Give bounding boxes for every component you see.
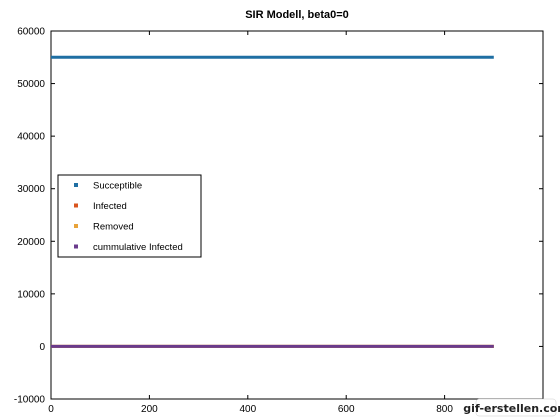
y-tick-label: 0 bbox=[39, 342, 45, 353]
y-tick-label: 10000 bbox=[17, 289, 45, 300]
y-tick-label: 60000 bbox=[17, 27, 45, 38]
legend-label: Succeptible bbox=[93, 181, 142, 192]
x-tick-label: 400 bbox=[239, 404, 256, 415]
watermark: gif-erstellen.com bbox=[463, 398, 560, 417]
y-axis: -10000 0 10000 20000 30000 40000 50000 60000 bbox=[14, 27, 543, 406]
x-tick-label: 800 bbox=[436, 404, 453, 415]
legend-marker bbox=[74, 183, 78, 187]
plot-area bbox=[50, 30, 544, 400]
plot-frame bbox=[50, 30, 544, 400]
y-tick-label: 30000 bbox=[17, 184, 45, 195]
watermark-text: gif-erstellen.com bbox=[463, 402, 560, 415]
legend-label: Removed bbox=[93, 222, 134, 233]
legend-marker bbox=[74, 203, 78, 208]
series-layer bbox=[51, 55, 494, 348]
legend-label: Infected bbox=[93, 201, 127, 212]
x-tick-label: 200 bbox=[141, 404, 158, 415]
legend-marker bbox=[74, 224, 78, 228]
x-tick-label: 0 bbox=[48, 404, 54, 415]
legend-marker bbox=[74, 244, 78, 249]
chart-title: SIR Modell, beta0=0 bbox=[245, 9, 349, 21]
y-tick-label: 50000 bbox=[17, 79, 45, 90]
legend-label: cummulative Infected bbox=[93, 242, 183, 253]
y-tick-label: 40000 bbox=[17, 132, 45, 143]
legend: Succeptible Infected Removed cummulative In… bbox=[57, 174, 202, 258]
y-tick-label: 20000 bbox=[17, 237, 45, 248]
legend-box bbox=[57, 174, 202, 258]
y-tick-label: -10000 bbox=[14, 395, 46, 406]
x-tick-label: 600 bbox=[338, 404, 355, 415]
